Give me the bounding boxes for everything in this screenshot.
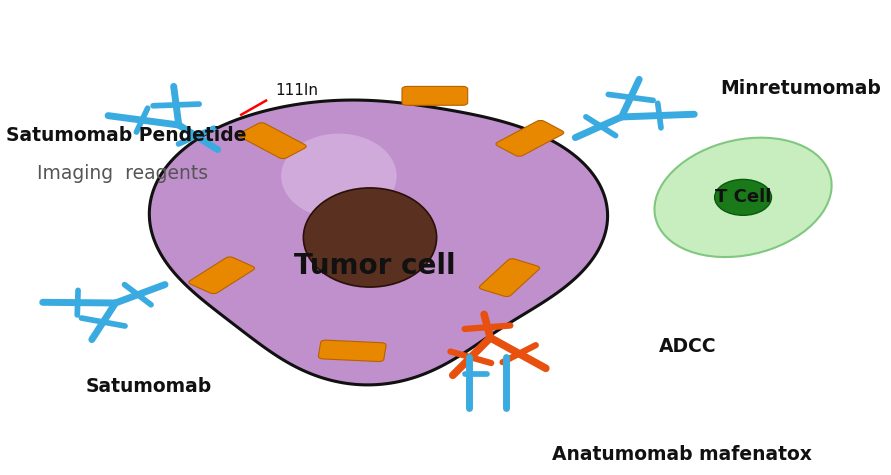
Ellipse shape: [303, 188, 437, 287]
FancyBboxPatch shape: [318, 340, 386, 361]
Text: Imaging  reagents: Imaging reagents: [37, 164, 208, 183]
Ellipse shape: [715, 180, 772, 215]
Text: T Cell: T Cell: [715, 189, 772, 206]
FancyBboxPatch shape: [239, 123, 307, 159]
Text: Tumor cell: Tumor cell: [294, 252, 455, 280]
FancyBboxPatch shape: [189, 257, 255, 294]
FancyBboxPatch shape: [402, 86, 468, 105]
Polygon shape: [150, 100, 608, 385]
Ellipse shape: [655, 138, 831, 257]
FancyBboxPatch shape: [496, 120, 564, 156]
Text: Satumomab: Satumomab: [86, 377, 212, 396]
Text: 111In: 111In: [275, 83, 318, 98]
Text: Satumomab Pendetide: Satumomab Pendetide: [6, 126, 246, 145]
Text: Minretumomab: Minretumomab: [720, 79, 880, 98]
Text: ADCC: ADCC: [658, 337, 716, 356]
Text: Anatumomab mafenatox: Anatumomab mafenatox: [552, 445, 812, 464]
Ellipse shape: [282, 133, 396, 218]
FancyBboxPatch shape: [479, 259, 540, 296]
